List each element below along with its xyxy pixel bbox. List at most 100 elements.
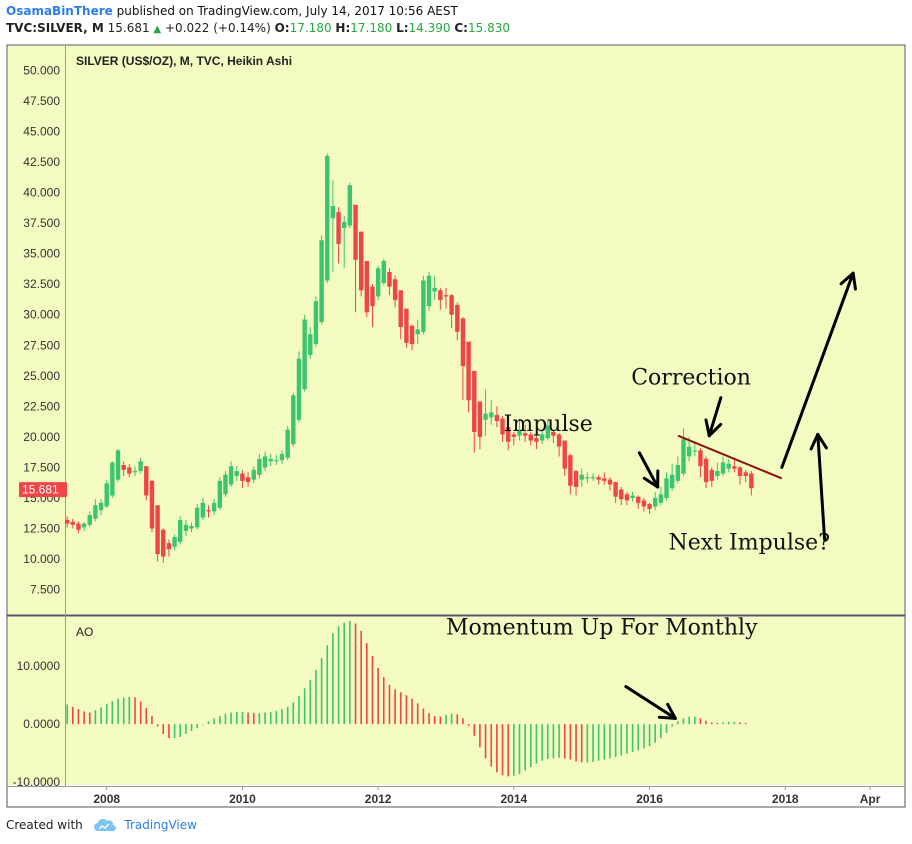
price-tick-label: 40.000 xyxy=(23,186,60,200)
candle-down xyxy=(404,308,409,343)
author-link[interactable]: OsamaBinThere xyxy=(6,4,113,18)
candle-down xyxy=(624,494,630,501)
candle-down xyxy=(466,341,471,401)
tradingview-cloud-icon xyxy=(93,818,116,831)
annotation-arrow-head xyxy=(809,432,820,451)
candle-down xyxy=(364,260,369,313)
candle-down xyxy=(636,496,641,503)
candle-up xyxy=(228,466,234,485)
tradingview-link[interactable]: TradingView xyxy=(124,818,197,832)
candle-up xyxy=(330,206,336,219)
annotation-arrow xyxy=(637,451,660,489)
candle-up xyxy=(652,497,658,507)
time-tick-label: 2014 xyxy=(500,792,527,806)
price-tick-label: 17.500 xyxy=(23,460,60,474)
candle-down xyxy=(472,370,477,432)
price-tick-label: 35.000 xyxy=(23,247,60,261)
price-change: +0.022 (+0.14%) xyxy=(165,21,271,35)
candle-up xyxy=(93,505,98,519)
candle-down xyxy=(240,473,245,481)
ao-label: AO xyxy=(76,625,93,639)
candle-up xyxy=(234,471,239,476)
publish-line: OsamaBinThere published on TradingView.c… xyxy=(6,4,458,18)
ao-tick-label: 0.0000 xyxy=(23,717,60,731)
candle-down xyxy=(64,519,70,524)
candle-down xyxy=(76,523,81,530)
candle-up xyxy=(251,469,256,480)
candle-up xyxy=(302,319,307,390)
annotation-arrow-head xyxy=(704,418,711,438)
close-value: 15.830 xyxy=(467,21,510,35)
candle-up xyxy=(664,478,669,498)
time-tick-label: 2008 xyxy=(93,792,120,806)
candle-up xyxy=(539,434,545,441)
price-tick-label: 37.500 xyxy=(23,216,60,230)
open-label: O: xyxy=(274,21,290,35)
candle-down xyxy=(568,455,573,486)
candle-up xyxy=(217,480,223,508)
annotation-arrow-head xyxy=(642,476,660,489)
candle-down xyxy=(392,279,398,301)
candle-up xyxy=(432,287,437,292)
candle-up xyxy=(590,477,596,479)
candle-up xyxy=(132,471,138,473)
price-tick-label: 12.500 xyxy=(23,521,60,535)
candle-up xyxy=(257,458,262,475)
annotation-arrow xyxy=(780,271,855,469)
price-tick-label: 22.500 xyxy=(23,399,60,413)
candle-down xyxy=(551,431,556,436)
candle-down xyxy=(460,318,466,367)
price-tick-label: 20.000 xyxy=(23,430,60,444)
open-value: 17.180 xyxy=(289,21,332,35)
candle-up xyxy=(211,502,217,512)
candle-up xyxy=(177,519,183,542)
candle-up xyxy=(415,329,420,335)
candle-up xyxy=(692,450,698,452)
candle-up xyxy=(104,483,109,507)
time-tick-label: 2018 xyxy=(772,792,799,806)
candle-up xyxy=(110,462,115,496)
created-with-label: Created with xyxy=(6,818,83,832)
ao-pane[interactable] xyxy=(8,617,904,785)
annotation-arrow-head xyxy=(816,432,828,450)
candle-up xyxy=(183,524,189,531)
candle-down xyxy=(161,529,166,557)
candle-down xyxy=(500,418,505,435)
price-tick-label: 25.000 xyxy=(23,369,60,383)
price-tick-label: 42.500 xyxy=(23,155,60,169)
candle-down xyxy=(647,504,652,509)
candle-up xyxy=(319,240,324,323)
candle-up xyxy=(285,429,290,458)
candle-up xyxy=(669,474,675,489)
candle-up xyxy=(172,537,177,547)
candle-down xyxy=(353,204,358,260)
candle-down xyxy=(477,401,483,437)
trend-line xyxy=(677,434,783,480)
candle-up xyxy=(279,453,285,461)
candle-up xyxy=(262,456,268,468)
price-tick-label: 10.000 xyxy=(23,552,60,566)
candle-down xyxy=(494,414,500,422)
svg-text:15.681: 15.681 xyxy=(22,483,59,497)
time-tick-label: 2016 xyxy=(636,792,663,806)
annotations: Correction Impulse Next Impulse? Momentum U… xyxy=(446,365,830,640)
candle-up xyxy=(483,413,488,420)
drawings xyxy=(624,271,857,720)
ao-axis: 10.0000 0.0000 -10.0000 xyxy=(13,659,61,789)
candle-up xyxy=(579,474,584,480)
candle-up xyxy=(98,502,104,511)
candle-up xyxy=(308,334,313,356)
annotation-arrow xyxy=(707,396,723,438)
symbol: TVC:SILVER, M xyxy=(6,21,104,35)
candle-down xyxy=(149,480,155,529)
candle-up xyxy=(715,471,720,476)
annotation-arrow xyxy=(816,432,827,541)
candle-down xyxy=(398,290,403,327)
candle-up xyxy=(381,260,386,283)
candle-up xyxy=(115,450,121,480)
price-tick-label: 27.500 xyxy=(23,338,60,352)
candle-up xyxy=(189,526,194,529)
candle-down xyxy=(443,295,449,297)
publish-info: published on TradingView.com, July 14, 2… xyxy=(116,4,458,18)
